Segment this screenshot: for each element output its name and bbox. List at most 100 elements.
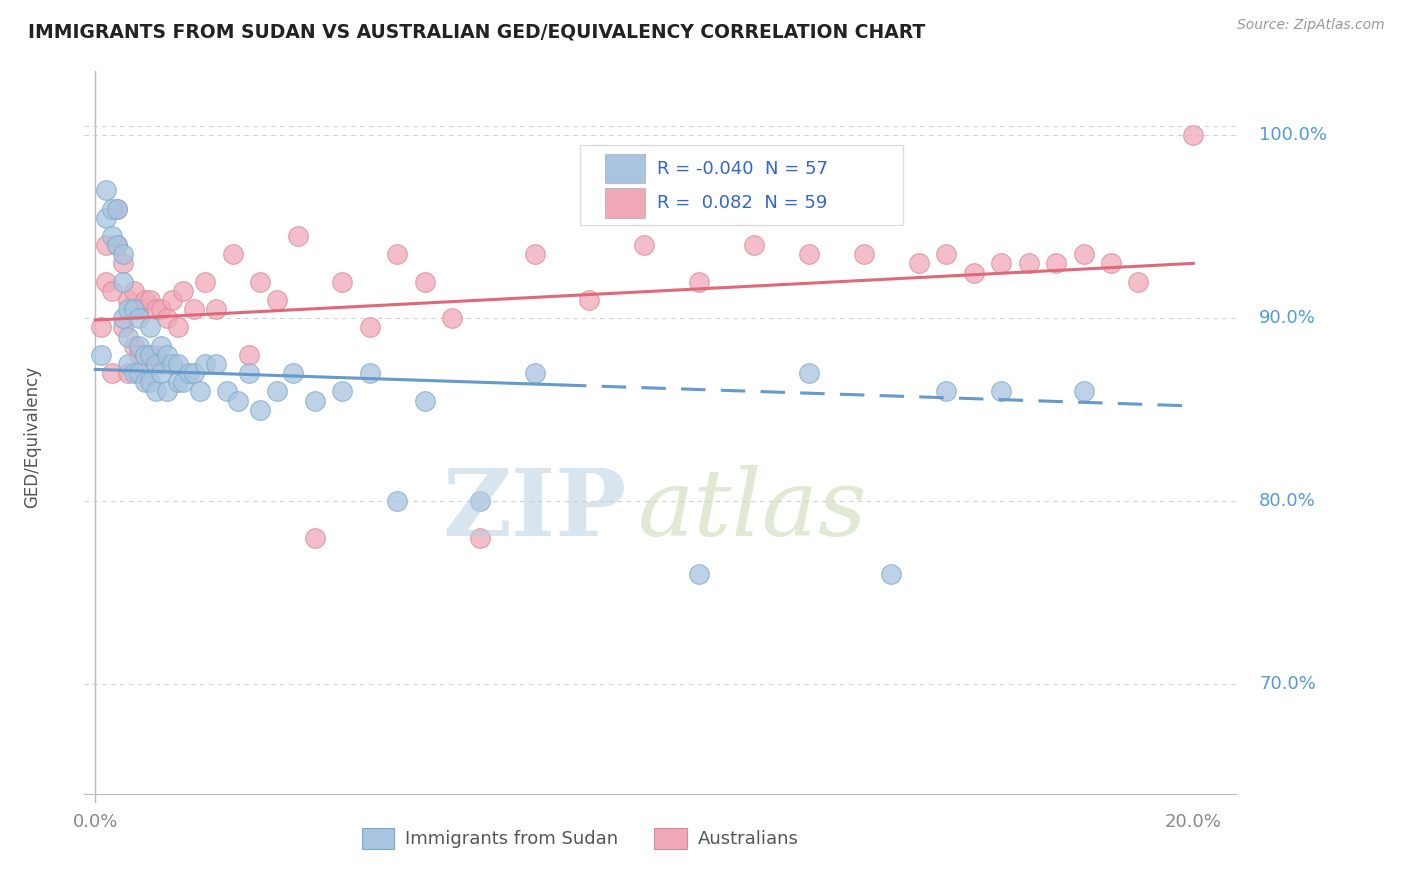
Point xyxy=(150,357,173,371)
Point xyxy=(134,375,156,389)
Point xyxy=(122,338,145,352)
Point xyxy=(122,284,145,298)
Point xyxy=(249,275,271,289)
Point xyxy=(145,348,167,362)
Text: ZIP: ZIP xyxy=(441,466,626,555)
Point xyxy=(990,256,1012,270)
Point xyxy=(90,320,112,334)
Text: R =  0.082  N = 59: R = 0.082 N = 59 xyxy=(658,194,828,212)
Point xyxy=(101,202,124,216)
Point xyxy=(111,311,134,326)
Point xyxy=(183,366,205,380)
Point xyxy=(304,393,326,408)
Point xyxy=(1099,256,1122,270)
Point xyxy=(156,348,179,362)
Point xyxy=(105,202,128,216)
Point xyxy=(139,348,162,362)
Point xyxy=(139,320,162,334)
Point xyxy=(90,348,112,362)
Point xyxy=(1018,256,1040,270)
Text: 100.0%: 100.0% xyxy=(1260,127,1327,145)
Point xyxy=(1128,275,1150,289)
Point xyxy=(96,238,118,252)
Point xyxy=(238,348,260,362)
Point xyxy=(1073,384,1095,399)
Point xyxy=(332,275,354,289)
Point xyxy=(156,384,179,399)
Text: R = -0.040  N = 57: R = -0.040 N = 57 xyxy=(658,160,828,178)
Point xyxy=(139,375,162,389)
Point xyxy=(160,293,183,307)
Point xyxy=(122,301,145,317)
Point xyxy=(281,366,304,380)
Point xyxy=(332,384,354,399)
Point xyxy=(117,293,139,307)
Point xyxy=(111,320,134,334)
Point xyxy=(150,366,173,380)
Point xyxy=(1073,247,1095,261)
Point xyxy=(205,301,228,317)
Point xyxy=(266,293,288,307)
Point xyxy=(117,301,139,317)
FancyBboxPatch shape xyxy=(606,154,645,183)
Point xyxy=(105,238,128,252)
Point xyxy=(117,366,139,380)
Point xyxy=(880,567,903,582)
Point xyxy=(117,357,139,371)
Point xyxy=(166,375,188,389)
Point xyxy=(128,338,150,352)
Point xyxy=(852,247,875,261)
Point xyxy=(145,301,167,317)
Point xyxy=(249,402,271,417)
Point xyxy=(359,320,381,334)
Text: IMMIGRANTS FROM SUDAN VS AUSTRALIAN GED/EQUIVALENCY CORRELATION CHART: IMMIGRANTS FROM SUDAN VS AUSTRALIAN GED/… xyxy=(28,22,925,41)
Point xyxy=(139,293,162,307)
Point xyxy=(134,348,156,362)
Point xyxy=(688,275,710,289)
Point xyxy=(578,293,600,307)
Point xyxy=(468,531,491,545)
Point xyxy=(183,301,205,317)
Point xyxy=(1182,128,1205,143)
Point xyxy=(128,311,150,326)
Point xyxy=(139,348,162,362)
Point xyxy=(688,567,710,582)
Point xyxy=(128,301,150,317)
Point xyxy=(145,384,167,399)
Point xyxy=(797,247,820,261)
Point xyxy=(150,338,173,352)
Point xyxy=(387,494,409,508)
Point xyxy=(111,256,134,270)
Point xyxy=(117,329,139,343)
FancyBboxPatch shape xyxy=(581,145,903,225)
Point xyxy=(96,183,118,197)
Text: atlas: atlas xyxy=(638,466,868,555)
Point xyxy=(1045,256,1067,270)
Point xyxy=(963,265,986,279)
Point xyxy=(105,238,128,252)
Point xyxy=(145,357,167,371)
Point xyxy=(908,256,931,270)
Point xyxy=(188,384,211,399)
Point xyxy=(413,275,436,289)
Point xyxy=(111,247,134,261)
Point xyxy=(134,366,156,380)
FancyBboxPatch shape xyxy=(606,188,645,218)
Point xyxy=(468,494,491,508)
Point xyxy=(205,357,228,371)
Point xyxy=(101,228,124,243)
Point xyxy=(166,320,188,334)
Point xyxy=(413,393,436,408)
Point xyxy=(194,357,217,371)
Point xyxy=(160,357,183,371)
Point xyxy=(96,275,118,289)
Point xyxy=(226,393,249,408)
Point xyxy=(238,366,260,380)
Point xyxy=(111,275,134,289)
Point xyxy=(156,311,179,326)
Legend: Immigrants from Sudan, Australians: Immigrants from Sudan, Australians xyxy=(354,821,806,856)
Point xyxy=(359,366,381,380)
Point xyxy=(441,311,464,326)
Point xyxy=(128,348,150,362)
Point xyxy=(990,384,1012,399)
